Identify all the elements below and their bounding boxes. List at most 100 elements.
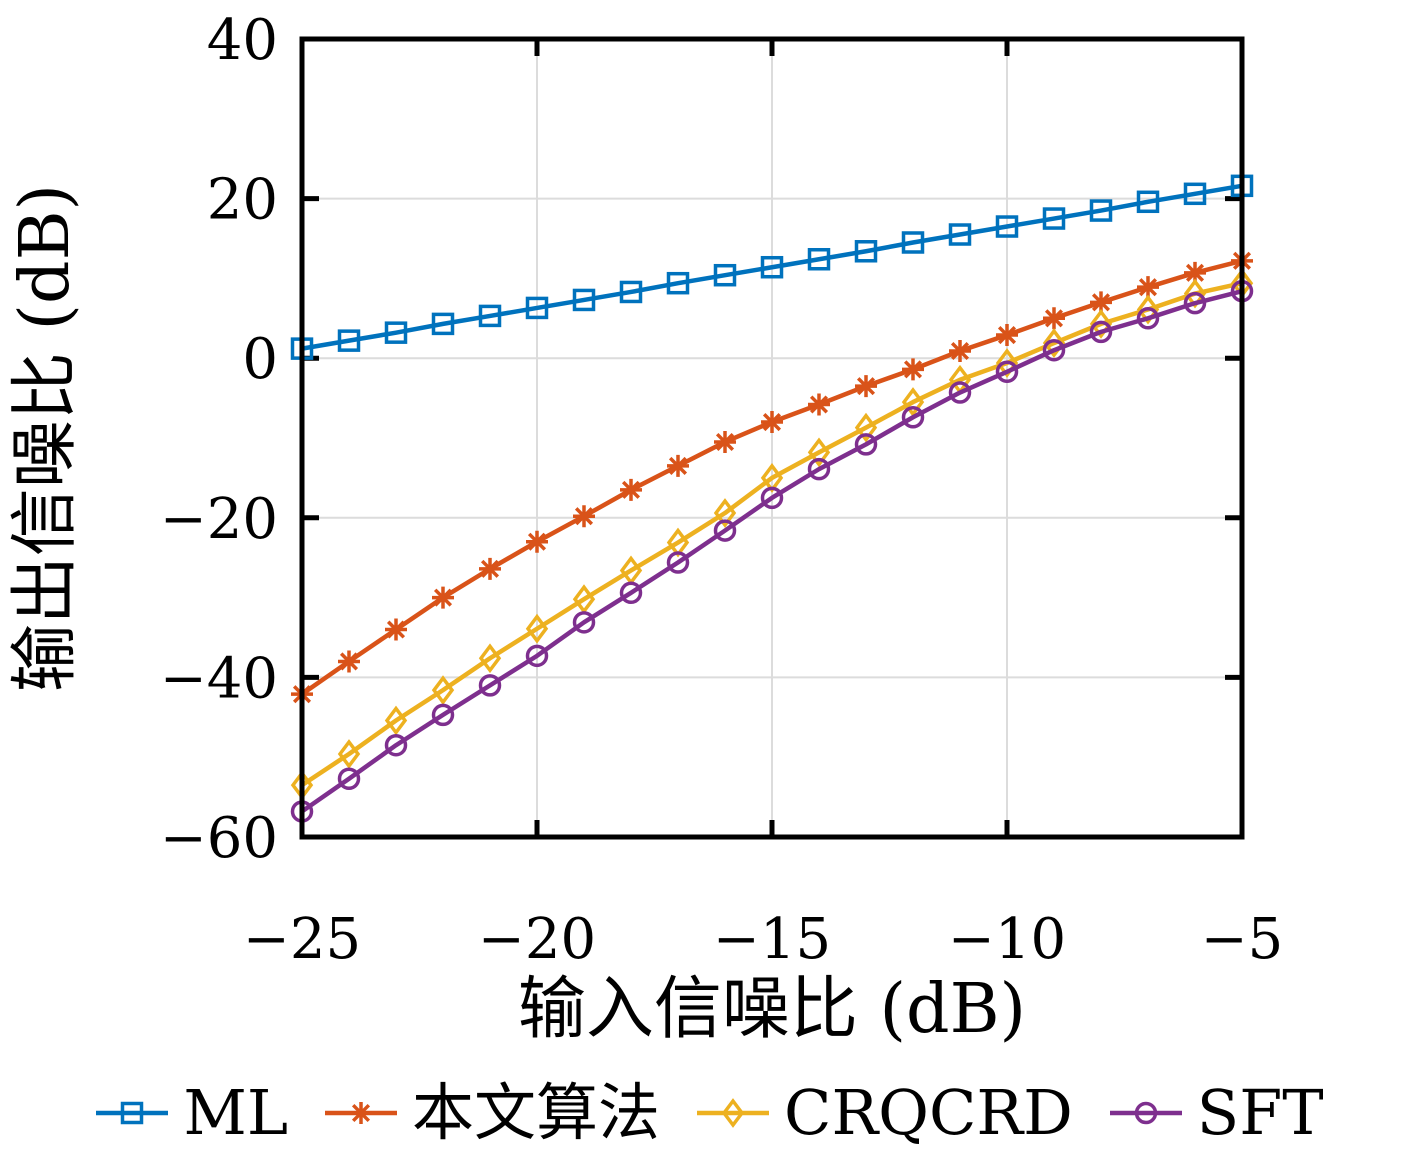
diamond-marker xyxy=(478,643,502,674)
y-tick-label: 20 xyxy=(207,168,278,233)
square-marker xyxy=(666,271,690,295)
y-tick-label: −40 xyxy=(160,646,278,711)
circle-marker xyxy=(854,433,878,456)
y-axis-title: 输出信噪比 (dB) xyxy=(6,184,85,692)
circle-marker xyxy=(1136,307,1160,330)
square-marker xyxy=(337,329,361,352)
x-tick-label: −25 xyxy=(243,907,361,972)
square-marker xyxy=(431,312,455,336)
square-marker xyxy=(948,223,972,246)
square-marker xyxy=(995,215,1019,238)
square-marker xyxy=(1042,207,1066,230)
asterisk-marker xyxy=(573,505,595,528)
x-axis-title: 输入信噪比 (dB) xyxy=(518,970,1026,1049)
diamond-marker xyxy=(995,348,1019,378)
square-marker xyxy=(1136,190,1160,214)
circle-marker xyxy=(948,381,972,404)
asterisk-marker xyxy=(338,650,360,673)
x-tick-label: −10 xyxy=(948,907,1066,972)
asterisk-marker xyxy=(855,375,877,398)
asterisk-marker xyxy=(479,557,501,580)
diamond-marker xyxy=(807,437,831,468)
legend-item-CRQCRD: CRQCRD xyxy=(694,1082,1073,1144)
diamond-marker xyxy=(1183,278,1207,309)
asterisk-marker xyxy=(385,618,407,641)
asterisk-marker xyxy=(350,1102,372,1124)
circle-marker xyxy=(901,406,925,429)
legend-marker-sample xyxy=(96,1101,169,1125)
diamond-marker xyxy=(337,739,361,769)
legend-marker-sample xyxy=(1109,1101,1182,1125)
circle-marker xyxy=(572,611,596,634)
circle-marker xyxy=(525,644,549,668)
asterisk-marker xyxy=(714,430,736,453)
diamond-marker xyxy=(1136,294,1160,325)
square-marker xyxy=(1183,182,1207,206)
x-tick-label: −20 xyxy=(478,907,596,972)
x-tick-label: −5 xyxy=(1201,907,1284,972)
plot-border xyxy=(299,36,1245,840)
diamond-marker xyxy=(525,613,549,644)
asterisk-marker xyxy=(949,340,971,363)
legend-label: 本文算法 xyxy=(412,1076,661,1149)
diamond-marker xyxy=(854,412,878,443)
legend-label: ML xyxy=(183,1076,288,1149)
asterisk-marker xyxy=(526,530,548,553)
legend-item-本文算法: 本文算法 xyxy=(322,1082,660,1144)
asterisk-marker xyxy=(1184,261,1206,284)
circle-marker xyxy=(1089,320,1113,344)
asterisk-marker xyxy=(996,324,1018,347)
diamond-marker xyxy=(721,1098,745,1128)
square-marker xyxy=(854,240,878,263)
diamond-marker xyxy=(1089,308,1113,339)
diamond-marker xyxy=(384,705,408,736)
asterisk-marker xyxy=(808,393,830,416)
circle-marker xyxy=(807,457,831,481)
asterisk-marker xyxy=(1090,291,1112,314)
series-CRQCRD xyxy=(290,268,1254,801)
diamond-marker xyxy=(901,387,925,418)
circle-marker xyxy=(384,733,408,757)
x-tick-label: −15 xyxy=(713,907,831,972)
y-tick-label: −20 xyxy=(160,487,278,552)
circle-marker xyxy=(713,519,737,542)
circle-marker xyxy=(619,581,643,605)
asterisk-marker xyxy=(1043,307,1065,330)
tick-labels: −25 −20 −15 −10 −5 40 20 0 −20 −40 −60 xyxy=(160,8,1283,972)
circle-marker xyxy=(995,360,1019,384)
square-marker xyxy=(1089,199,1113,222)
asterisk-marker xyxy=(432,586,454,609)
square-marker xyxy=(760,255,784,279)
square-marker xyxy=(478,304,502,328)
series-line xyxy=(300,280,1243,788)
series-markers xyxy=(290,174,1254,360)
chart-legend: ML 本文算法 CRQCRD SFT xyxy=(0,1082,1417,1144)
circle-marker xyxy=(1183,291,1207,315)
asterisk-marker xyxy=(902,358,924,381)
square-marker xyxy=(525,296,549,320)
legend-marker-sample xyxy=(325,1102,397,1124)
square-marker xyxy=(807,247,831,271)
asterisk-marker xyxy=(1137,276,1159,299)
square-marker xyxy=(121,1101,144,1125)
series-markers xyxy=(290,268,1254,801)
asterisk-marker xyxy=(620,478,642,501)
legend-item-SFT: SFT xyxy=(1107,1082,1324,1144)
y-tick-label: 0 xyxy=(242,327,278,392)
circle-marker xyxy=(478,674,502,697)
square-marker xyxy=(384,321,408,344)
circle-marker xyxy=(431,703,455,727)
circle-marker xyxy=(1042,338,1066,362)
square-marker xyxy=(901,231,925,254)
series-line xyxy=(300,288,1243,814)
plot-frame xyxy=(299,36,1245,840)
series-ML xyxy=(290,174,1254,360)
series-line xyxy=(301,183,1243,351)
circle-marker xyxy=(760,486,784,510)
legend-label: SFT xyxy=(1196,1076,1324,1149)
diamond-marker xyxy=(431,675,455,706)
legend-item-ML: ML xyxy=(93,1082,288,1144)
circle-marker xyxy=(337,767,361,790)
square-marker xyxy=(572,288,596,312)
